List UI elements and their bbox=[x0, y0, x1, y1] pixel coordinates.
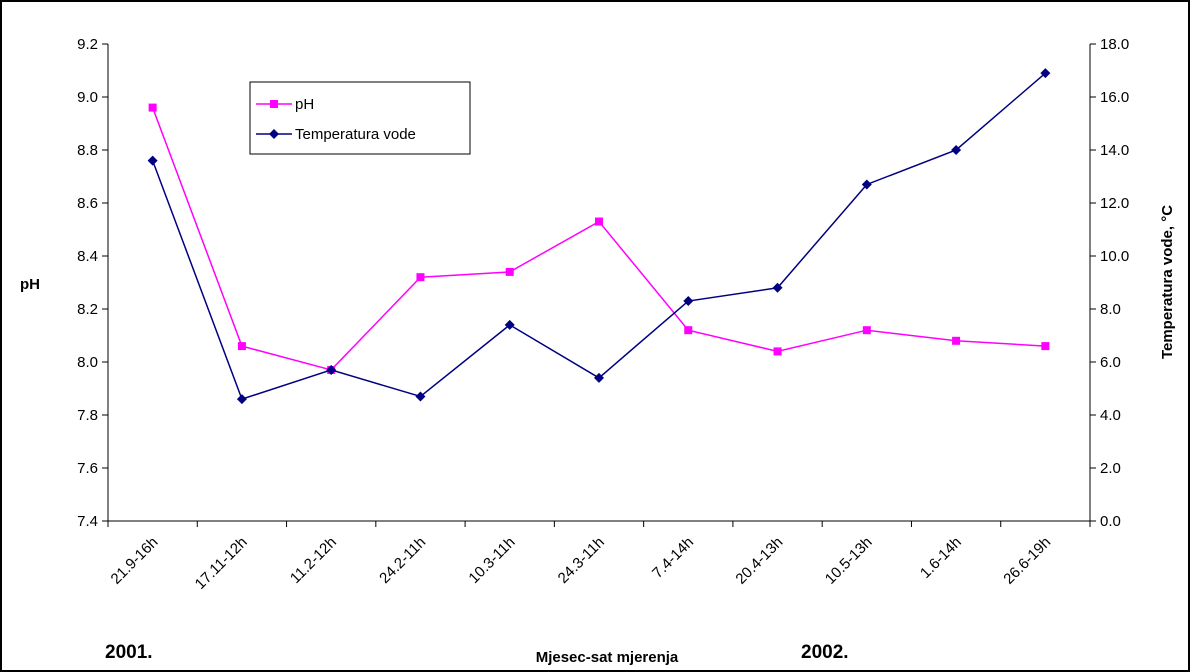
series-layer bbox=[147, 68, 1051, 405]
x-tick-label: 24.3-11h bbox=[555, 534, 608, 587]
x-tick-label: 26.6-19h bbox=[1000, 534, 1054, 588]
year-annotation-2002: 2002. bbox=[801, 642, 849, 663]
y-axis-right-title: Temperatura vode, °C bbox=[1159, 205, 1176, 359]
data-point-temperature bbox=[951, 145, 962, 155]
data-point-ph bbox=[505, 267, 514, 276]
legend-label-ph: pH bbox=[295, 96, 314, 113]
right-axis-ticks: 0.0 2.0 4.0 6.0 8.0 10.0 12.0 14.0 16.0 18.0 bbox=[1090, 36, 1129, 530]
y-left-tick-label: 8.6 bbox=[77, 195, 98, 212]
y-left-tick-label: 9.0 bbox=[77, 89, 98, 106]
left-axis-ticks: 7.4 7.6 7.8 8.0 8.2 8.4 8.6 8.8 9.0 9.2 bbox=[77, 36, 108, 530]
data-point-ph bbox=[952, 336, 961, 345]
x-tick-label: 21.9-16h bbox=[108, 534, 162, 588]
x-tick-label: 24.2-11h bbox=[376, 534, 429, 587]
x-tick-label: 17.11-12h bbox=[192, 534, 251, 593]
x-axis-title: Mjesec-sat mjerenja bbox=[536, 649, 679, 666]
y-left-tick-label: 7.8 bbox=[77, 407, 98, 424]
data-point-ph bbox=[1041, 342, 1050, 351]
y-left-tick-label: 8.2 bbox=[77, 301, 98, 318]
data-point-temperature bbox=[236, 394, 247, 405]
legend-marker-temperature bbox=[269, 129, 279, 139]
data-point-ph bbox=[595, 217, 603, 226]
y-left-tick-label: 9.2 bbox=[77, 36, 98, 53]
y-right-tick-label: 14.0 bbox=[1100, 142, 1129, 159]
y-left-tick-label: 8.8 bbox=[77, 142, 98, 159]
series-temperature bbox=[147, 68, 1051, 405]
x-tick-label: 1.6-14h bbox=[917, 534, 965, 582]
data-point-temperature bbox=[861, 179, 872, 190]
x-axis-ticks: 21.9-16h 17.11-12h 11.2-12h 24.2-11h 10.3-11… bbox=[107, 521, 1091, 593]
y-right-tick-label: 6.0 bbox=[1100, 354, 1121, 371]
y-right-tick-label: 16.0 bbox=[1100, 89, 1129, 106]
y-left-tick-label: 7.6 bbox=[77, 460, 98, 477]
x-tick-label: 7.4-14h bbox=[649, 534, 697, 582]
y-left-tick-label: 8.4 bbox=[77, 248, 98, 265]
data-point-temperature bbox=[415, 391, 426, 402]
data-point-temperature bbox=[772, 282, 783, 293]
y-axis-left-title: pH bbox=[20, 276, 40, 293]
y-right-tick-label: 8.0 bbox=[1100, 301, 1121, 318]
x-tick-label: 20.4-13h bbox=[732, 534, 786, 588]
legend-marker-ph bbox=[270, 100, 278, 108]
x-tick-label: 11.2-12h bbox=[287, 534, 340, 587]
data-point-ph bbox=[416, 273, 425, 282]
data-point-temperature bbox=[594, 372, 604, 383]
y-left-tick-label: 8.0 bbox=[77, 354, 98, 371]
data-point-ph bbox=[148, 103, 157, 112]
y-left-tick-label: 7.4 bbox=[77, 513, 98, 530]
data-point-temperature bbox=[147, 155, 158, 166]
axes bbox=[107, 44, 1091, 522]
data-point-ph bbox=[862, 326, 871, 335]
y-right-tick-label: 18.0 bbox=[1100, 36, 1129, 53]
data-point-ph bbox=[684, 326, 693, 335]
y-right-tick-label: 12.0 bbox=[1100, 195, 1129, 212]
y-right-tick-label: 2.0 bbox=[1100, 460, 1121, 477]
data-point-ph bbox=[773, 347, 782, 356]
data-point-temperature bbox=[1040, 68, 1051, 79]
data-point-ph bbox=[237, 342, 246, 351]
y-right-tick-label: 4.0 bbox=[1100, 407, 1121, 424]
legend-box bbox=[249, 81, 471, 155]
data-point-temperature bbox=[683, 296, 694, 307]
x-tick-label: 10.5-13h bbox=[822, 534, 876, 588]
data-point-temperature bbox=[504, 319, 515, 330]
x-tick-label: 10.3-11h bbox=[465, 534, 518, 587]
data-point-temperature bbox=[326, 364, 337, 375]
year-annotation-2001: 2001. bbox=[105, 642, 153, 663]
y-right-tick-label: 10.0 bbox=[1100, 248, 1129, 265]
legend: pH Temperatura vode bbox=[249, 81, 471, 155]
legend-label-temperature: Temperatura vode bbox=[295, 126, 416, 143]
y-right-tick-label: 0.0 bbox=[1100, 513, 1121, 530]
